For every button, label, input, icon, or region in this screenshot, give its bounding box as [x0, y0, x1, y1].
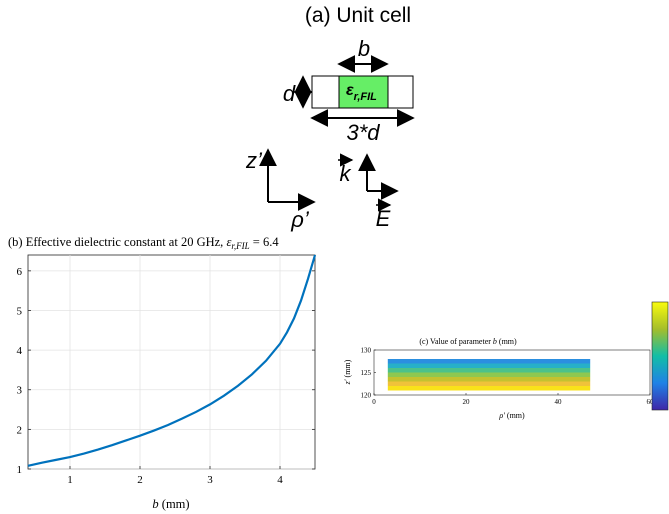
- unit-cell-panel: (a) Unit cell b εr,FIL d 3*d z’ ρ’ k E: [245, 4, 415, 232]
- plot-b-ytick-label: 4: [17, 345, 23, 357]
- plot-b-ytick-label: 2: [17, 424, 23, 436]
- rho-axis-label: ρ’: [290, 207, 310, 232]
- plot-c-ytick-label: 125: [361, 369, 372, 377]
- cell-left-region: [311, 75, 340, 109]
- plot-c-xtick-label: 40: [555, 398, 563, 406]
- plot-c-heatmap-cell: [387, 368, 591, 373]
- plot-c-heatmap-cell: [387, 359, 591, 364]
- plot-b-ticks: 1 2 3 4 1 2 3 4 5 6: [17, 266, 315, 486]
- plot-b-ytick-label: 6: [17, 266, 23, 278]
- plot-b-xlabel: b (mm): [152, 497, 189, 511]
- plot-c-heatmap-cell: [387, 372, 591, 377]
- plot-b-panel: (b) Effective dielectric constant at 20 …: [8, 235, 317, 511]
- plot-b-xtick-label: 2: [137, 474, 143, 486]
- plot-c-title: (c) Value of parameter b (mm): [419, 337, 517, 346]
- plot-c-xtick-label: 60: [647, 398, 655, 406]
- plot-c-xtick-label: 20: [463, 398, 471, 406]
- cell-right-region: [387, 75, 414, 109]
- plot-b-ytick-label: 5: [17, 305, 23, 317]
- plot-c-ticks: 0 20 40 60 120 125 130: [361, 347, 655, 407]
- unit-cell-title: (a) Unit cell: [305, 4, 411, 27]
- plot-b-ytick-label: 1: [17, 464, 23, 476]
- plot-b-xtick-label: 3: [207, 474, 213, 486]
- plot-c-panel: (c) Value of parameter b (mm) 0 20 40 60 120…: [343, 301, 669, 420]
- width-label: 3*d: [346, 120, 380, 145]
- plot-b-ytick-label: 3: [17, 385, 23, 397]
- plot-b-series-line: [27, 254, 317, 467]
- plot-c-heatmap-cell: [387, 377, 591, 382]
- plot-c-ytick-label: 120: [361, 392, 372, 400]
- plot-c-ylabel: z′ (mm): [343, 359, 352, 385]
- colorbar: [651, 301, 669, 411]
- epsilon-label: εr,FIL: [346, 82, 377, 103]
- plot-b-xtick-label: 1: [67, 474, 73, 486]
- plot-c-heatmap-cell: [387, 386, 591, 391]
- plot-b-title: (b) Effective dielectric constant at 20 …: [8, 235, 279, 251]
- plot-c-xtick-label: 0: [372, 398, 376, 406]
- k-label: k: [340, 161, 352, 186]
- e-label: E: [376, 206, 391, 231]
- plot-b-xtick-label: 4: [277, 474, 283, 486]
- plot-c-heatmap-cell: [387, 363, 591, 368]
- plot-b-grid: [28, 255, 315, 470]
- plot-c-heatmap: [387, 359, 591, 391]
- plot-c-xlabel: ρ′ (mm): [498, 411, 525, 420]
- plot-c-ytick-label: 130: [361, 347, 372, 355]
- d-label: d: [283, 81, 296, 106]
- plot-b-axes: [27, 254, 316, 470]
- plot-c-heatmap-cell: [387, 381, 591, 386]
- b-label: b: [358, 36, 370, 61]
- z-axis-label: z’: [245, 148, 263, 173]
